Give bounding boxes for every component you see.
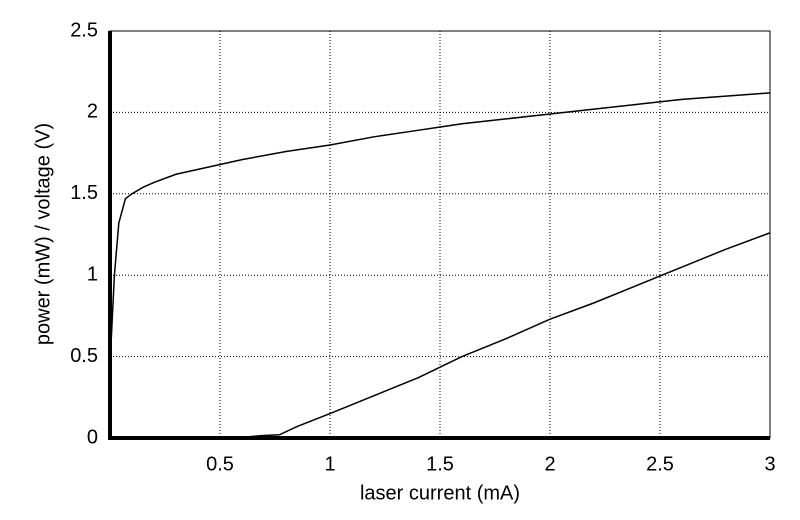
x-axis-label: laser current (mA) — [360, 482, 520, 504]
x-tick-label: 1.5 — [426, 453, 454, 475]
data-line — [109, 92, 771, 365]
data-line — [110, 232, 771, 439]
x-tick-label: 1 — [324, 453, 335, 475]
y-tick-label: 0 — [87, 426, 98, 448]
y-tick-label: 1.5 — [70, 182, 98, 204]
y-tick-label: 2 — [87, 101, 98, 123]
x-tick-label: 2.5 — [646, 453, 674, 475]
x-tick-label: 0.5 — [206, 453, 234, 475]
y-tick-label: 1 — [87, 263, 98, 285]
y-tick-label: 0.5 — [70, 345, 98, 367]
x-tick-label: 2 — [544, 453, 555, 475]
y-axis-label: power (mW) / voltage (V) — [32, 123, 54, 345]
x-tick-label: 3 — [764, 453, 775, 475]
y-tick-label: 2.5 — [70, 19, 98, 41]
